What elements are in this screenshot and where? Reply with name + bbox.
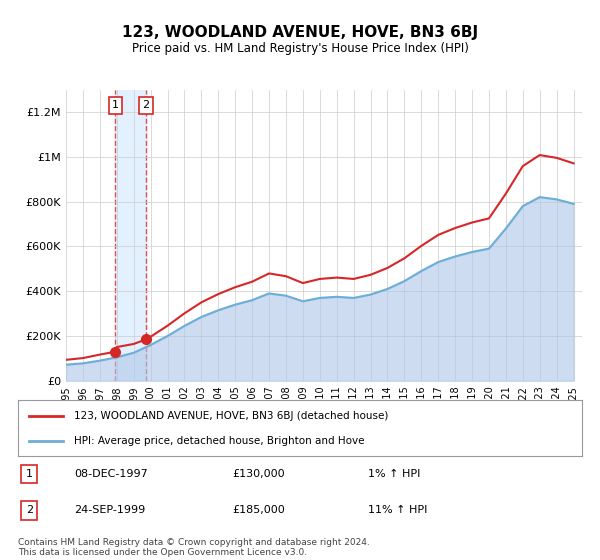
- Text: £185,000: £185,000: [232, 505, 285, 515]
- Text: 123, WOODLAND AVENUE, HOVE, BN3 6BJ (detached house): 123, WOODLAND AVENUE, HOVE, BN3 6BJ (det…: [74, 411, 389, 421]
- Text: £130,000: £130,000: [232, 469, 285, 479]
- Text: HPI: Average price, detached house, Brighton and Hove: HPI: Average price, detached house, Brig…: [74, 436, 365, 446]
- Text: 123, WOODLAND AVENUE, HOVE, BN3 6BJ: 123, WOODLAND AVENUE, HOVE, BN3 6BJ: [122, 25, 478, 40]
- Text: Price paid vs. HM Land Registry's House Price Index (HPI): Price paid vs. HM Land Registry's House …: [131, 42, 469, 55]
- Text: 1: 1: [112, 100, 119, 110]
- Text: 1% ↑ HPI: 1% ↑ HPI: [368, 469, 420, 479]
- Text: 08-DEC-1997: 08-DEC-1997: [74, 469, 148, 479]
- Text: 2: 2: [26, 505, 33, 515]
- Bar: [115, 90, 146, 381]
- Text: 1: 1: [26, 469, 33, 479]
- Text: 2: 2: [142, 100, 149, 110]
- Text: 11% ↑ HPI: 11% ↑ HPI: [368, 505, 427, 515]
- Text: 24-SEP-1999: 24-SEP-1999: [74, 505, 146, 515]
- Text: Contains HM Land Registry data © Crown copyright and database right 2024.
This d: Contains HM Land Registry data © Crown c…: [18, 538, 370, 557]
